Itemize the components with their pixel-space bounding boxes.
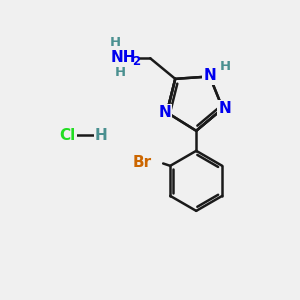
Text: N: N (219, 101, 232, 116)
Text: N: N (203, 68, 216, 83)
Text: H: H (220, 60, 231, 73)
Text: 2: 2 (132, 55, 140, 68)
Text: H: H (115, 66, 126, 79)
Text: NH: NH (111, 50, 136, 65)
Text: Cl: Cl (59, 128, 76, 143)
Text: H: H (110, 36, 121, 50)
Text: N: N (158, 105, 171, 120)
Text: H: H (95, 128, 108, 143)
Text: Br: Br (133, 155, 152, 170)
